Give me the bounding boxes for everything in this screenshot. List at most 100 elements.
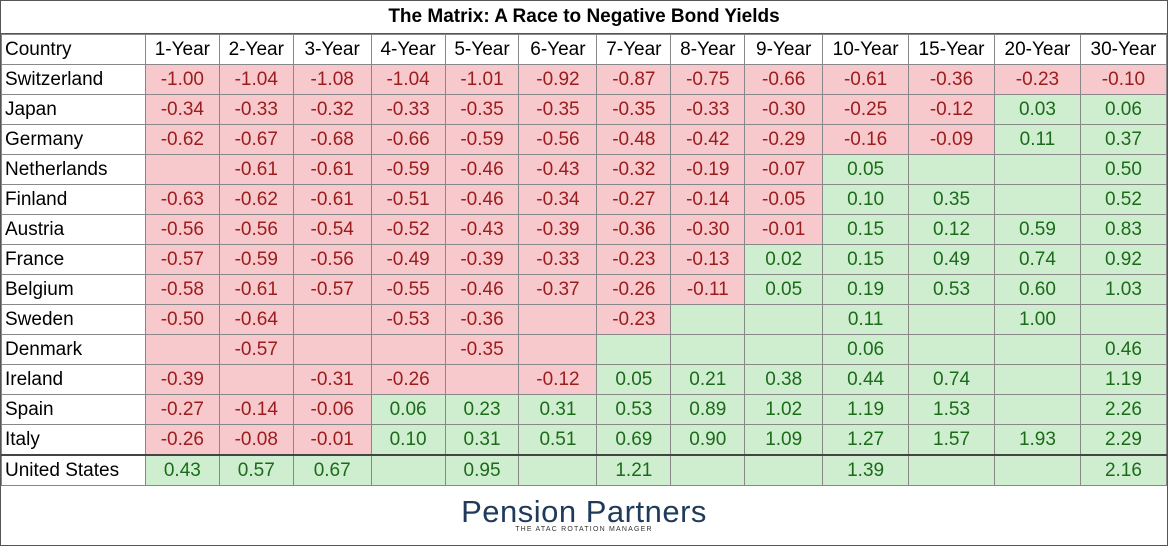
yield-cell: -0.61 (292, 154, 372, 185)
yield-cell: -0.19 (670, 154, 746, 185)
yield-cell: -0.26 (370, 364, 446, 395)
yield-cell: -0.35 (444, 94, 520, 125)
column-header-tenor: 9-Year (744, 34, 824, 65)
yield-cell: 1.00 (993, 304, 1081, 335)
empty-cell (993, 394, 1081, 425)
empty-cell (744, 334, 824, 365)
empty-cell (144, 334, 220, 365)
empty-cell (218, 364, 294, 395)
yield-cell: -0.66 (744, 64, 824, 95)
table-row: United States 0.43 0.57 0.67 0.95 1.21 1.39 2.1… (1, 454, 1168, 486)
empty-cell (292, 334, 372, 365)
yield-cell: -0.36 (444, 304, 520, 335)
yield-cell: -0.57 (144, 244, 220, 275)
yield-cell: -0.59 (444, 124, 520, 155)
yield-table: Country 1-Year 2-Year 3-Year 4-Year 5-Ye… (1, 34, 1168, 486)
yield-cell: -0.54 (292, 214, 372, 245)
yield-cell: -1.04 (218, 64, 294, 95)
empty-cell (518, 334, 598, 365)
yield-cell: -0.61 (218, 274, 294, 305)
yield-cell: 2.26 (1079, 394, 1168, 425)
yield-cell: 0.60 (993, 274, 1081, 305)
column-header-tenor: 10-Year (822, 34, 910, 65)
yield-cell: -0.61 (292, 184, 372, 215)
empty-cell (908, 454, 995, 486)
empty-cell (908, 304, 995, 335)
empty-cell (670, 304, 746, 335)
country-label: Italy (1, 424, 146, 456)
yield-cell: -0.35 (518, 94, 598, 125)
yield-cell: 0.21 (670, 364, 746, 395)
yield-cell: -0.46 (444, 184, 520, 215)
country-label: Netherlands (1, 154, 146, 185)
column-header-tenor: 8-Year (670, 34, 746, 65)
yield-cell: 0.53 (908, 274, 995, 305)
pension-partners-logo: Pension Partners THE ATAC ROTATION MANAG… (1, 487, 1167, 545)
table-row: Sweden -0.50 -0.64 -0.53 -0.36 -0.23 0.11 1.00 (1, 304, 1168, 335)
yield-cell: -0.32 (292, 94, 372, 125)
column-header-tenor: 1-Year (144, 34, 220, 65)
yield-cell: -1.01 (444, 64, 520, 95)
yield-cell: -0.57 (218, 334, 294, 365)
yield-cell: -0.33 (518, 244, 598, 275)
yield-cell: 2.16 (1079, 454, 1168, 486)
yield-cell: -0.59 (370, 154, 446, 185)
chart-title: The Matrix: A Race to Negative Bond Yiel… (1, 1, 1167, 34)
yield-cell: -1.04 (370, 64, 446, 95)
yield-cell: -0.37 (518, 274, 598, 305)
yield-cell: 0.37 (1079, 124, 1168, 155)
empty-cell (292, 304, 372, 335)
yield-cell: -0.55 (370, 274, 446, 305)
yield-cell: 0.83 (1079, 214, 1168, 245)
column-header-tenor: 5-Year (444, 34, 520, 65)
yield-cell: -0.33 (670, 94, 746, 125)
column-header-tenor: 30-Year (1079, 34, 1168, 65)
yield-cell: -0.05 (744, 184, 824, 215)
yield-cell: -0.30 (744, 94, 824, 125)
empty-cell (993, 454, 1081, 486)
yield-cell: -0.33 (218, 94, 294, 125)
yield-cell: -0.68 (292, 124, 372, 155)
yield-cell: -0.33 (370, 94, 446, 125)
yield-cell: -0.61 (822, 64, 910, 95)
table-row: Finland -0.63 -0.62 -0.61 -0.51 -0.46 -0.34 -0.… (1, 184, 1168, 215)
yield-cell: 0.35 (908, 184, 995, 215)
empty-cell (1079, 304, 1168, 335)
yield-cell: -0.30 (670, 214, 746, 245)
empty-cell (518, 454, 598, 486)
yield-cell: 0.10 (370, 424, 446, 456)
table-row: Switzerland -1.00 -1.04 -1.08 -1.04 -1.01 -0.9… (1, 64, 1168, 95)
yield-cell: 0.38 (744, 364, 824, 395)
column-header-tenor: 3-Year (292, 34, 372, 65)
yield-cell: 0.05 (744, 274, 824, 305)
table-row: Belgium -0.58 -0.61 -0.57 -0.55 -0.46 -0.37 -0.… (1, 274, 1168, 305)
yield-cell: 0.31 (518, 394, 598, 425)
empty-cell (908, 154, 995, 185)
empty-cell (144, 154, 220, 185)
yield-cell: -0.56 (292, 244, 372, 275)
yield-cell: -0.32 (596, 154, 672, 185)
yield-cell: -0.49 (370, 244, 446, 275)
yield-cell: -0.23 (596, 304, 672, 335)
yield-cell: -0.11 (670, 274, 746, 305)
yield-cell: -0.57 (292, 274, 372, 305)
yield-cell: 2.29 (1079, 424, 1168, 456)
yield-cell: 0.46 (1079, 334, 1168, 365)
yield-cell: 1.53 (908, 394, 995, 425)
yield-cell: 1.19 (1079, 364, 1168, 395)
yield-cell: -0.51 (370, 184, 446, 215)
yield-cell: -0.35 (444, 334, 520, 365)
country-label: Finland (1, 184, 146, 215)
yield-cell: -0.56 (518, 124, 598, 155)
country-label: Spain (1, 394, 146, 425)
yield-cell: 1.39 (822, 454, 910, 486)
empty-cell (908, 334, 995, 365)
yield-cell: 0.19 (822, 274, 910, 305)
yield-cell: 0.59 (993, 214, 1081, 245)
country-label: France (1, 244, 146, 275)
yield-cell: 1.03 (1079, 274, 1168, 305)
country-label: Germany (1, 124, 146, 155)
logo-tagline: THE ATAC ROTATION MANAGER (515, 526, 653, 533)
yield-cell: -0.25 (822, 94, 910, 125)
column-header-country: Country (1, 34, 146, 65)
